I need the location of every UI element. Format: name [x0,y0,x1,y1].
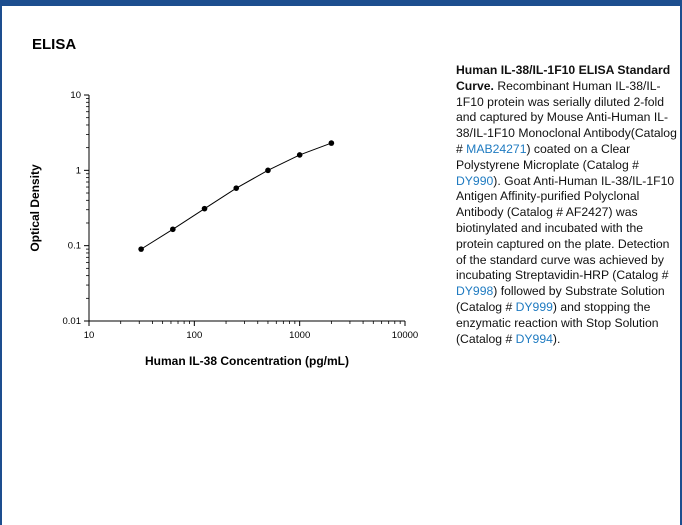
data-points [138,140,335,252]
figure-caption: Human IL-38/IL-1F10 ELISA Standard Curve… [456,63,678,347]
caption-text-5: ) and stopping the enzymatic reaction wi… [456,299,659,346]
y-tick-label: 10 [70,90,81,101]
link-dy999[interactable]: DY999 [515,299,553,314]
data-point [170,226,176,233]
chart-axes [88,95,405,322]
data-point [201,205,208,212]
data-point [138,246,144,252]
x-tick-label: 100 [186,330,202,341]
x-tick-label: 10 [84,330,95,341]
link-mab24271[interactable]: MAB24271 [466,141,527,156]
caption-text-4: ) followed by Substrate Solution (Catalo… [456,284,665,314]
caption-text-3: ). Goat Anti-Human IL-38/IL-1F10 Antigen… [456,173,675,283]
data-point [233,185,240,191]
section-title: ELISA [32,36,77,53]
caption-text-2: ) coated on a Clear Polystyrene Micropla… [456,141,639,172]
y-tick-label: 0.01 [63,316,82,327]
y-tick-label: 1 [76,165,81,176]
x-tick-label: 1000 [289,330,310,341]
x-axis-label: Human IL-38 Concentration (pg/mL) [145,354,349,368]
caption-text-6: ). [552,331,561,346]
x-tick-label: 10000 [392,330,418,341]
data-point [265,167,271,174]
link-dy994[interactable]: DY994 [515,331,553,346]
data-point [328,140,335,146]
y-tick-label: 0.1 [68,241,81,252]
link-dy998[interactable]: DY998 [456,284,494,299]
series-line [140,142,332,250]
caption-title: Human IL-38/IL-1F10 ELISA Standard Curve… [456,63,671,93]
y-axis-label: Optical Density [28,164,42,252]
data-point [296,152,303,158]
caption-text-1: Recombinant Human IL-38/IL-1F10 protein … [456,78,677,156]
standard-curve-chart: 10 100 1000 10000 0.01 0.1 1 10 Human IL-38 Con… [28,90,419,368]
chart-ticks: 10 100 1000 10000 0.01 0.1 1 10 [63,90,419,341]
link-dy990[interactable]: DY990 [456,173,494,188]
